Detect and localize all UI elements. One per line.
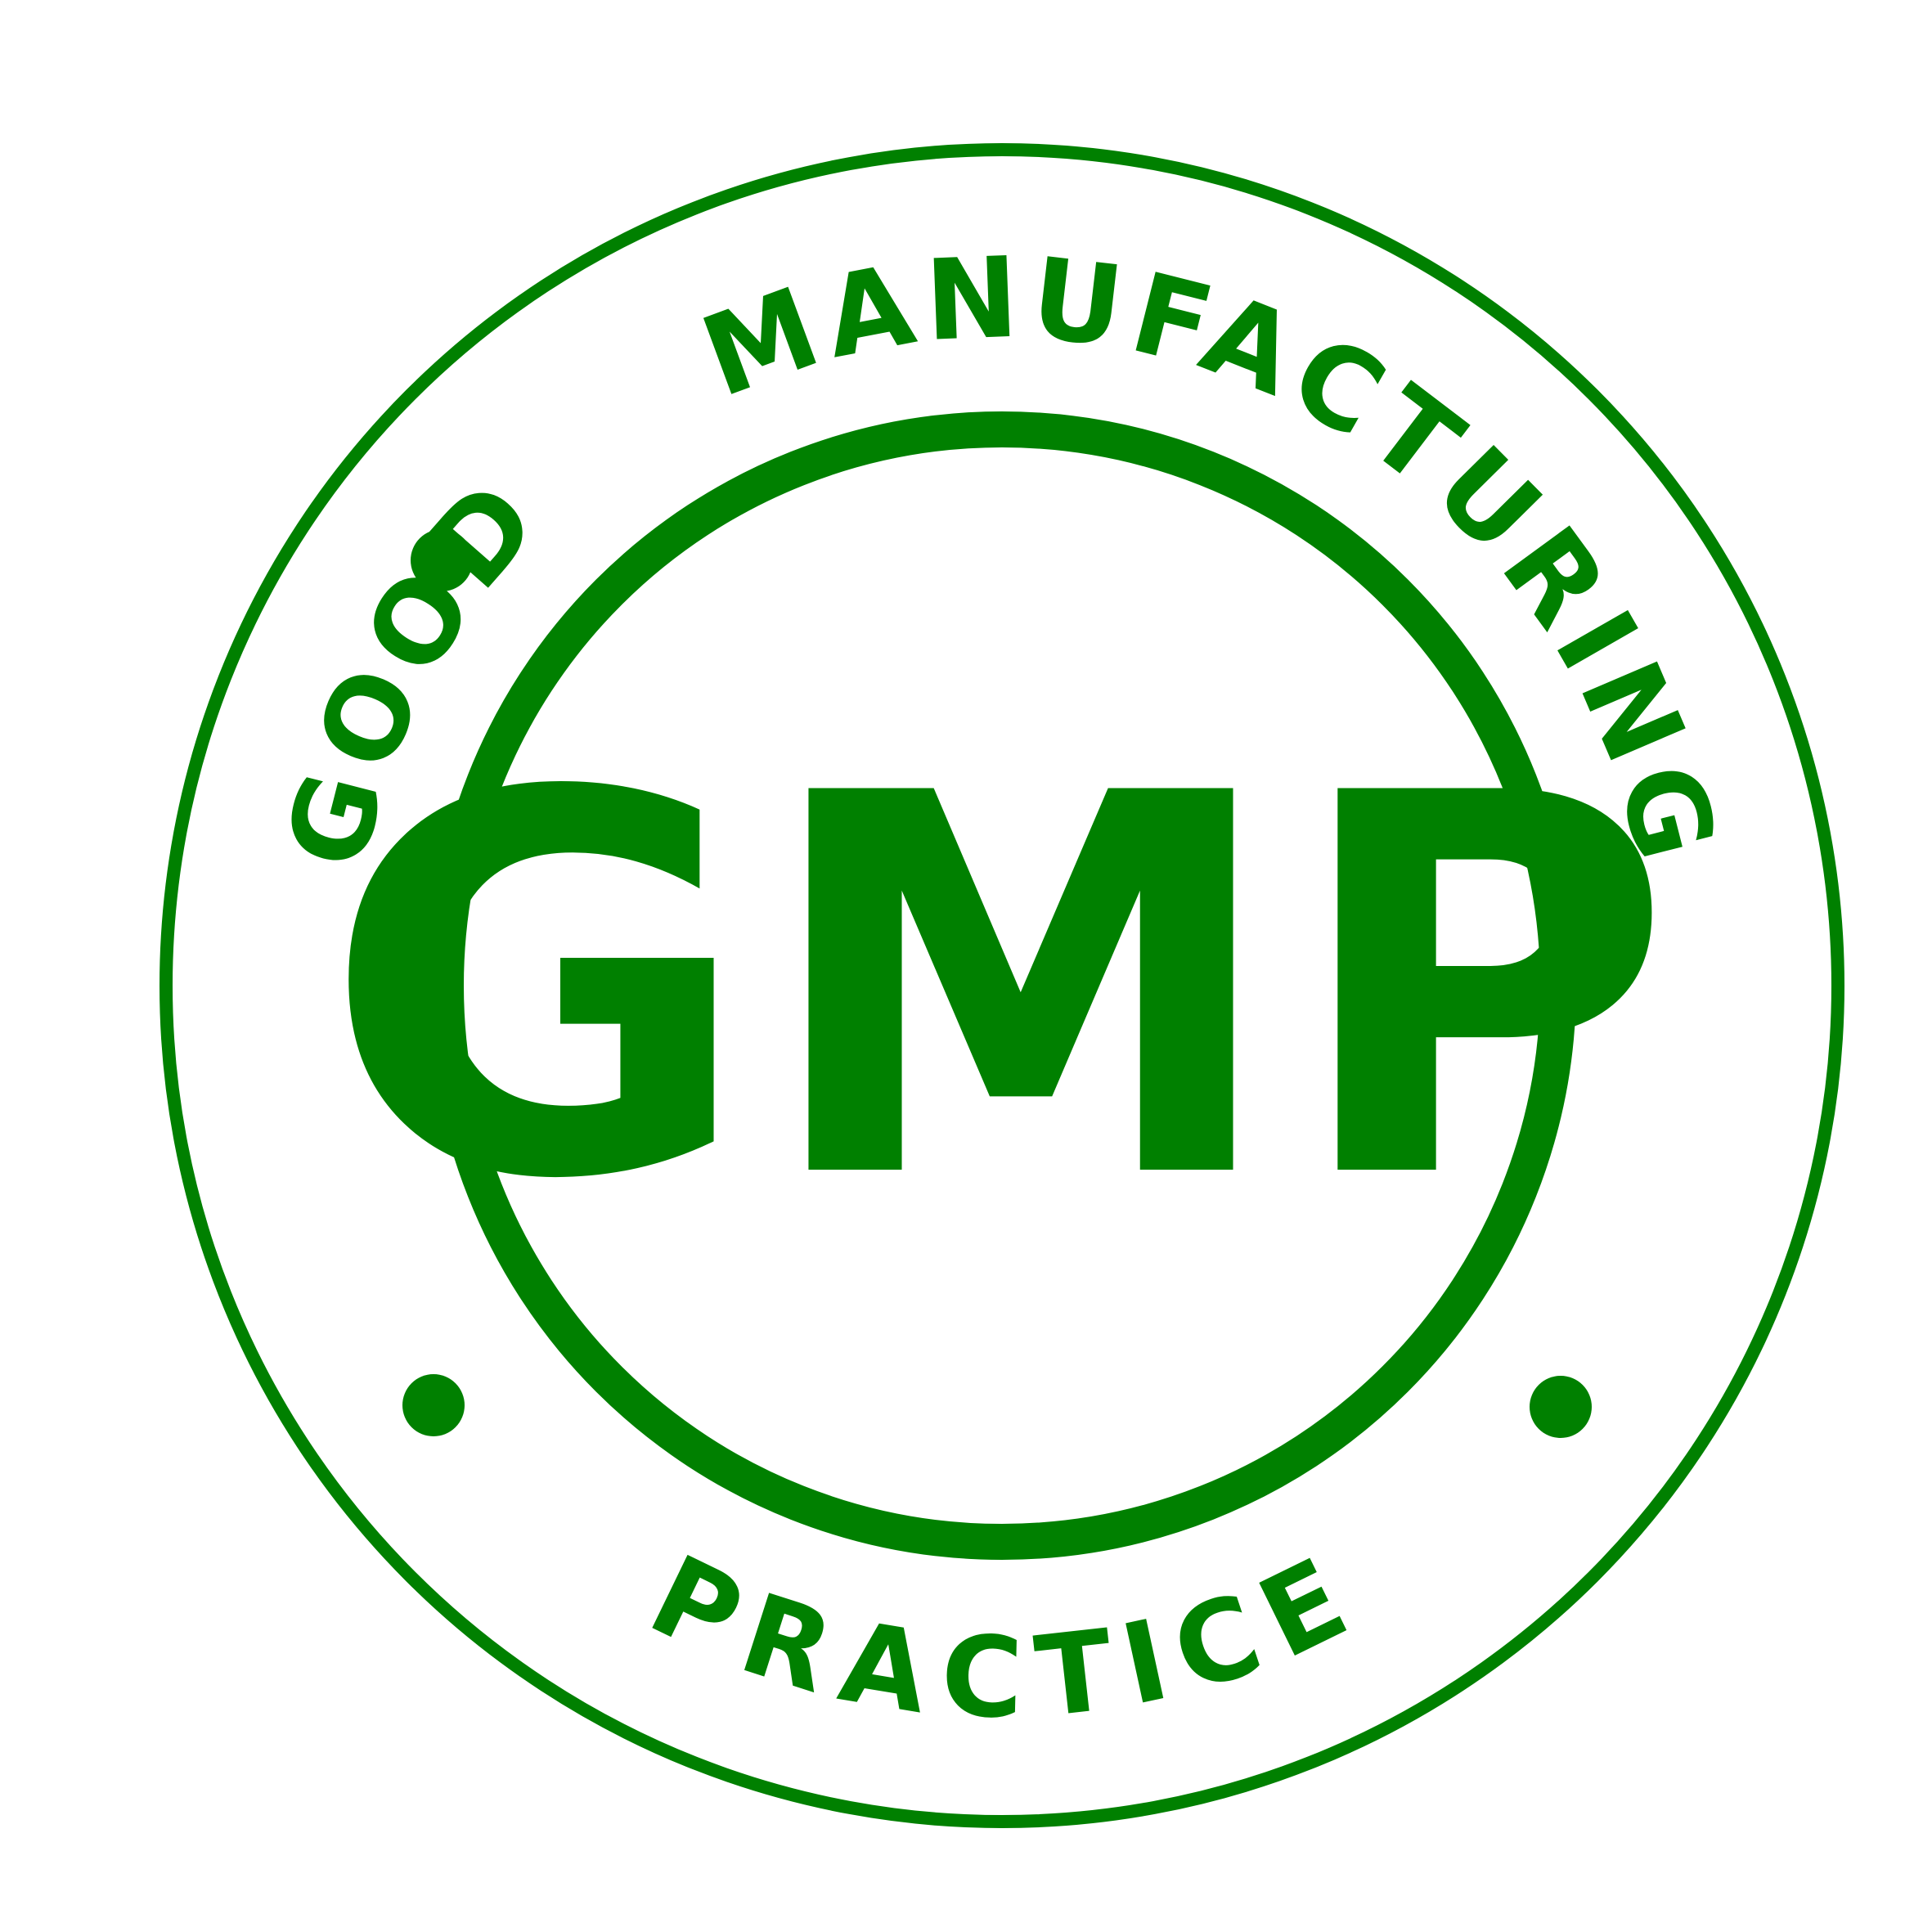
separator-dot-lower-left [402,1374,465,1436]
separator-dot-lower-right [1530,1376,1592,1438]
arc-text-bottom: PRACTICE [631,1531,1373,1744]
separator-dot-upper-left [411,529,473,591]
outer-ring [160,143,1844,1828]
inner-ring [428,411,1576,1560]
center-label: GMP [322,684,1681,1293]
arc-word-practice: PRACTICE [631,1531,1373,1744]
